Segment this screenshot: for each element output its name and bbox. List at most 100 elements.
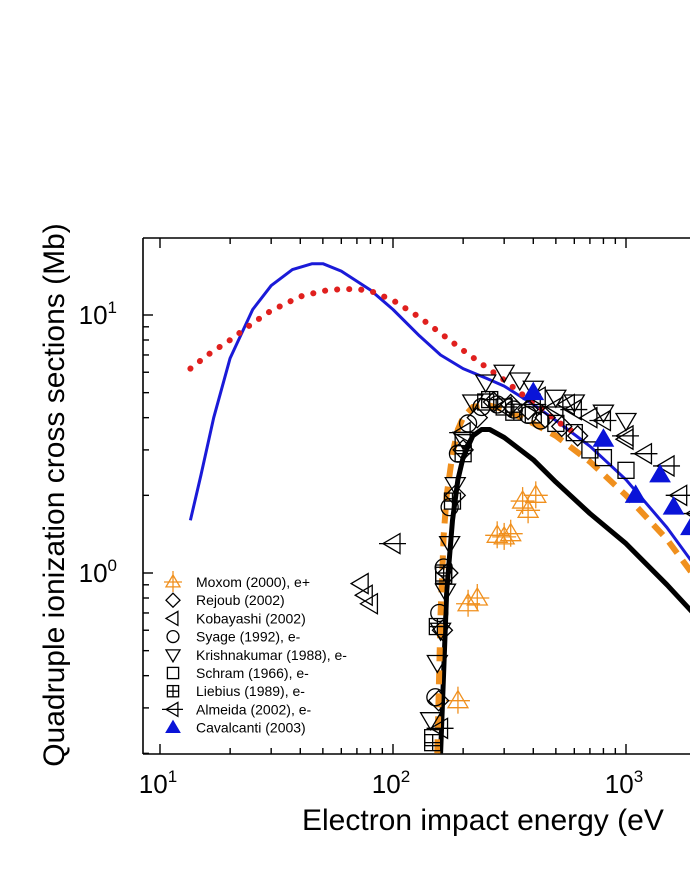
data-point	[624, 484, 647, 503]
x-axis-title: Electron impact energy (eV	[302, 804, 664, 837]
data-point	[449, 421, 477, 444]
data-point	[680, 518, 690, 536]
data-point	[524, 406, 542, 424]
legend-marker	[164, 649, 182, 664]
data-point	[565, 423, 583, 442]
legend-label: Moxom (2000), e+	[196, 574, 310, 590]
data-point	[492, 522, 517, 550]
data-point	[560, 398, 588, 421]
data-point	[481, 390, 499, 409]
legend-marker	[164, 610, 179, 627]
legend-label: Syage (1992), e-	[196, 629, 301, 645]
x-tick-label: 102	[372, 767, 410, 799]
data-point	[522, 380, 545, 400]
data-point	[426, 688, 445, 707]
data-point	[550, 415, 573, 438]
data-point	[612, 424, 639, 448]
data-point	[614, 428, 634, 451]
legend-label: Schram (1966), e-	[196, 665, 309, 681]
data-point	[359, 592, 379, 615]
data-point	[445, 686, 470, 714]
data-point	[477, 393, 495, 411]
data-point	[379, 532, 406, 555]
data-point	[662, 496, 685, 515]
legend-item: Syage (1992), e-	[166, 629, 301, 645]
legend-marker	[166, 666, 180, 680]
data-point	[594, 448, 613, 467]
data-point	[454, 445, 472, 463]
legend-marker	[162, 701, 183, 718]
data-point	[653, 454, 681, 478]
y-tick-label: 100	[79, 556, 117, 588]
tick-labels: 101 102 103 100 101	[79, 298, 644, 799]
data-point	[682, 510, 690, 517]
data-point	[614, 412, 638, 432]
data-point	[490, 395, 518, 419]
data-point	[498, 519, 523, 547]
data-point	[419, 712, 442, 731]
orange-dashed-curve	[434, 401, 690, 754]
model-curves	[187, 262, 690, 754]
legend-label: Rejoub (2002)	[196, 592, 285, 608]
black-thick-curve	[438, 427, 690, 754]
legend-label: Cavalcanti (2003)	[196, 720, 306, 736]
legend-marker	[165, 719, 181, 733]
data-point	[349, 572, 369, 595]
data-point	[649, 463, 671, 483]
data-point	[665, 484, 690, 507]
legend-item: Krishnakumar (1988), e-	[164, 647, 347, 664]
legend-label: Almeida (2002), e-	[196, 701, 312, 717]
data-point	[440, 497, 459, 517]
tick-marks	[143, 238, 627, 755]
y-axis-title: Quadruple ionization cross sections (Mb)	[38, 223, 71, 767]
legend-label: Liebius (1989), e-	[196, 683, 305, 699]
legend-label: Krishnakumar (1988), e-	[196, 647, 347, 663]
legend-item: Liebius (1989), e-	[166, 683, 305, 699]
data-point	[547, 414, 565, 433]
blue-solid-curve	[188, 262, 690, 562]
data-point	[523, 481, 548, 509]
data-point	[428, 617, 446, 636]
legend-label: Kobayashi (2002)	[196, 610, 306, 626]
data-point	[430, 603, 449, 623]
legend-item: Schram (1966), e-	[166, 665, 309, 681]
legend-item: Kobayashi (2002)	[164, 610, 306, 627]
data-point	[592, 428, 615, 447]
data-point	[426, 717, 454, 740]
data-point	[522, 381, 545, 401]
data-point	[444, 477, 467, 496]
data-point	[516, 496, 541, 524]
x-tick-label: 103	[605, 767, 643, 799]
data-point	[563, 394, 586, 414]
data-point	[443, 492, 462, 510]
data-point	[493, 364, 516, 384]
data-point	[578, 406, 598, 429]
data-point	[617, 461, 635, 479]
legend-item: Moxom (2000), e+	[164, 571, 310, 592]
data-point	[630, 442, 658, 465]
data-point	[435, 564, 453, 582]
legend-marker	[164, 571, 182, 592]
legend-marker	[166, 629, 180, 644]
legend-item: Cavalcanti (2003)	[165, 719, 306, 736]
data-point	[353, 584, 373, 607]
data-point	[474, 374, 497, 394]
data-point	[434, 583, 457, 603]
red-dotted-curve	[187, 286, 578, 436]
legend-marker	[166, 684, 180, 698]
data-point	[444, 484, 467, 507]
data-point	[438, 535, 461, 555]
data-point	[465, 584, 490, 612]
legend-item: Rejoub (2002)	[165, 592, 285, 609]
legend-marker	[165, 592, 181, 609]
data-point	[426, 654, 449, 674]
data-point	[424, 734, 442, 752]
legend-item: Almeida (2002), e-	[162, 701, 312, 718]
data-point	[466, 406, 489, 429]
data-point	[427, 689, 450, 712]
legend: Moxom (2000), e+ Rejoub (2002) Kobayashi (…	[162, 571, 347, 736]
data-point	[541, 395, 569, 419]
data-point	[592, 404, 615, 424]
y-tick-label: 101	[79, 298, 117, 330]
